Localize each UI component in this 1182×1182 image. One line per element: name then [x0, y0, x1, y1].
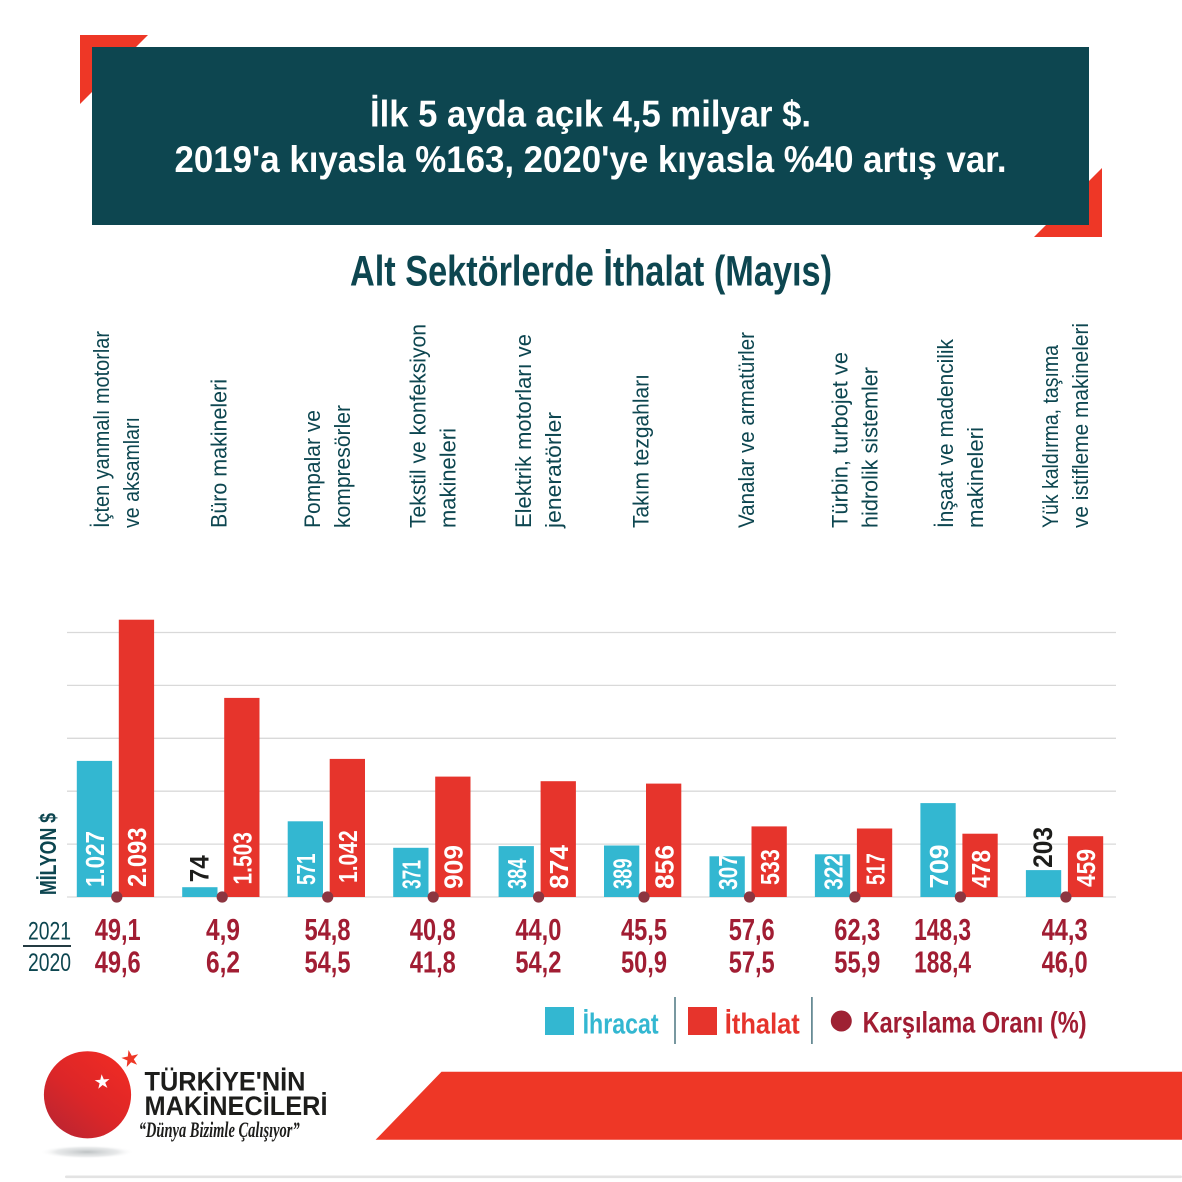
svg-text:533: 533: [755, 849, 785, 885]
svg-text:Alt Sektörlerde İthalat (Mayıs: Alt Sektörlerde İthalat (Mayıs): [350, 248, 832, 296]
svg-text:203: 203: [1028, 827, 1058, 868]
svg-text:2021: 2021: [28, 918, 71, 946]
svg-text:kompresörler: kompresörler: [330, 405, 355, 528]
svg-text:2019'a kıyasla %163, 2020'ye k: 2019'a kıyasla %163, 2020'ye kıyasla %40…: [175, 139, 1007, 180]
svg-text:Tekstil ve konfeksiyon: Tekstil ve konfeksiyon: [406, 324, 431, 528]
svg-text:jeneratörler: jeneratörler: [541, 412, 566, 529]
svg-text:6,2: 6,2: [206, 945, 240, 980]
svg-text:856: 856: [649, 845, 679, 889]
svg-text:571: 571: [291, 854, 321, 886]
svg-text:Takım tezgahları: Takım tezgahları: [629, 374, 654, 528]
svg-text:ve istifleme makineleri: ve istifleme makineleri: [1068, 323, 1093, 528]
svg-text:“Dünya Bizimle Çalışıyor”: “Dünya Bizimle Çalışıyor”: [139, 1117, 300, 1142]
svg-text:57,5: 57,5: [729, 945, 775, 980]
svg-text:ve aksamları: ve aksamları: [119, 417, 144, 528]
svg-text:1.042: 1.042: [333, 830, 363, 883]
svg-text:74: 74: [184, 855, 214, 882]
svg-text:709: 709: [924, 845, 954, 889]
svg-text:909: 909: [439, 845, 469, 889]
svg-text:50,9: 50,9: [621, 945, 667, 980]
svg-text:Elektrik motorları ve: Elektrik motorları ve: [511, 334, 536, 528]
svg-text:55,9: 55,9: [834, 945, 880, 980]
svg-text:Pompalar ve: Pompalar ve: [300, 410, 325, 528]
svg-text:Karşılama Oranı (%): Karşılama Oranı (%): [863, 1007, 1087, 1040]
svg-text:49,6: 49,6: [95, 945, 141, 980]
svg-text:Büro makineleri: Büro makineleri: [207, 379, 232, 528]
svg-text:Yük kaldırma, taşıma: Yük kaldırma, taşıma: [1038, 344, 1063, 528]
svg-text:41,8: 41,8: [410, 945, 456, 980]
svg-text:Türbin, turbojet ve: Türbin, turbojet ve: [827, 352, 852, 528]
svg-text:44,0: 44,0: [515, 912, 561, 947]
svg-text:46,0: 46,0: [1042, 945, 1088, 980]
svg-text:57,6: 57,6: [729, 912, 775, 947]
svg-text:371: 371: [397, 860, 427, 889]
svg-text:İthalat: İthalat: [725, 1009, 800, 1041]
svg-text:MİLYON $: MİLYON $: [35, 813, 61, 895]
svg-text:307: 307: [713, 855, 743, 890]
svg-text:44,3: 44,3: [1042, 912, 1088, 947]
svg-text:4,9: 4,9: [206, 912, 240, 947]
svg-text:İnşaat ve madencilik: İnşaat ve madencilik: [933, 338, 958, 528]
svg-text:62,3: 62,3: [834, 912, 880, 947]
svg-text:1.027: 1.027: [80, 831, 110, 887]
svg-text:hidrolik sistemler: hidrolik sistemler: [857, 367, 882, 528]
svg-text:54,2: 54,2: [515, 945, 561, 980]
svg-text:2020: 2020: [28, 949, 71, 977]
svg-text:322: 322: [818, 855, 848, 890]
svg-text:Vanalar ve armatürler: Vanalar ve armatürler: [734, 332, 759, 528]
svg-text:54,8: 54,8: [305, 912, 351, 947]
svg-text:İhracat: İhracat: [583, 1009, 659, 1041]
svg-text:2.093: 2.093: [122, 828, 152, 888]
svg-text:40,8: 40,8: [410, 912, 456, 947]
svg-text:makineleri: makineleri: [963, 427, 988, 528]
svg-text:517: 517: [860, 853, 890, 885]
svg-text:54,5: 54,5: [305, 945, 351, 980]
svg-text:TÜRKİYE'NİN: TÜRKİYE'NİN: [145, 1066, 306, 1096]
svg-text:1.503: 1.503: [228, 832, 258, 884]
svg-text:49,1: 49,1: [95, 912, 141, 947]
svg-text:İlk 5 ayda açık 4,5 milyar $.: İlk 5 ayda açık 4,5 milyar $.: [370, 94, 811, 135]
svg-text:389: 389: [607, 859, 637, 890]
svg-text:MAKİNECİLERİ: MAKİNECİLERİ: [145, 1091, 328, 1121]
svg-text:874: 874: [544, 844, 574, 889]
svg-text:45,5: 45,5: [621, 912, 667, 947]
svg-text:188,4: 188,4: [914, 945, 972, 980]
svg-text:148,3: 148,3: [914, 912, 971, 947]
svg-text:384: 384: [502, 858, 532, 889]
svg-text:makineleri: makineleri: [436, 428, 461, 528]
svg-text:478: 478: [966, 850, 996, 888]
svg-text:İçten yanmalı motorlar: İçten yanmalı motorlar: [89, 331, 114, 528]
svg-text:459: 459: [1071, 849, 1101, 887]
